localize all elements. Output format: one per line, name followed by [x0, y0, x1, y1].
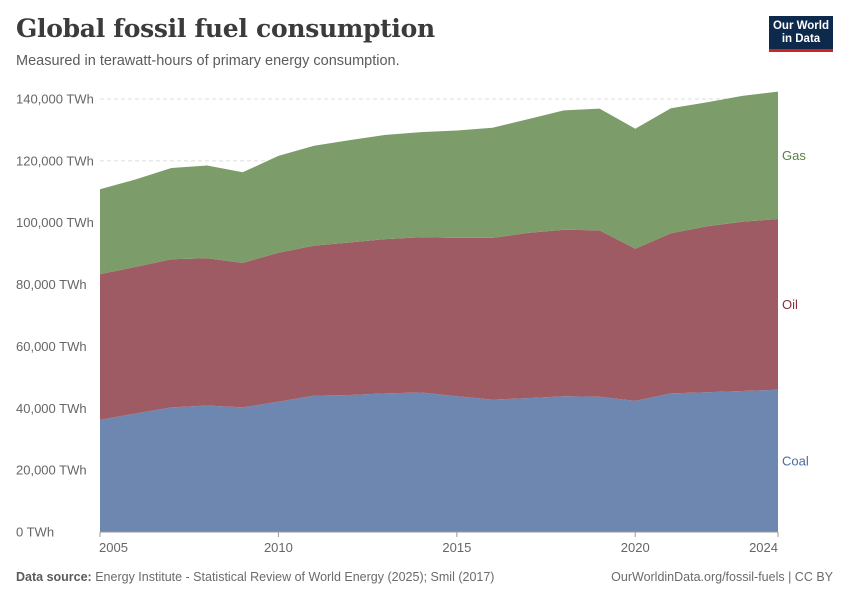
y-tick-label: 0 TWh	[16, 525, 54, 540]
data-source: Data source: Energy Institute - Statisti…	[16, 570, 494, 584]
y-tick-label: 60,000 TWh	[16, 339, 87, 354]
logo-line-2: in Data	[781, 33, 821, 45]
x-tick-label: 2010	[264, 540, 293, 555]
x-tick-label: 2005	[99, 540, 128, 555]
y-tick-label: 120,000 TWh	[16, 153, 94, 168]
y-tick-label: 80,000 TWh	[16, 277, 87, 292]
y-tick-label: 20,000 TWh	[16, 463, 87, 478]
series-label-coal: Coal	[782, 453, 809, 468]
area-oil[interactable]	[100, 219, 778, 420]
x-tick-label: 2020	[621, 540, 650, 555]
data-source-label: Data source:	[16, 570, 92, 584]
area-layer	[100, 91, 778, 532]
series-label-gas: Gas	[782, 148, 806, 163]
logo-line-1: Our World	[772, 20, 829, 32]
stacked-area-chart: 0 TWh 20,000 TWh 40,000 TWh 60,000 TWh 80,00…	[16, 91, 809, 556]
area-gas[interactable]	[100, 91, 778, 275]
y-tick-label: 140,000 TWh	[16, 92, 94, 107]
y-tick-label: 100,000 TWh	[16, 215, 94, 230]
series-label-oil: Oil	[782, 297, 798, 312]
axis-layer: 0 TWh 20,000 TWh 40,000 TWh 60,000 TWh 80,00…	[16, 92, 779, 555]
series-label-layer: Coal Oil Gas	[782, 148, 809, 469]
source-url-link[interactable]: OurWorldinData.org/fossil-fuels | CC BY	[611, 570, 833, 584]
x-tick-label: 2015	[442, 540, 471, 555]
area-coal[interactable]	[100, 389, 778, 532]
chart-subtitle: Measured in terawatt-hours of primary en…	[16, 53, 400, 69]
y-tick-label: 40,000 TWh	[16, 401, 87, 416]
data-source-text: Energy Institute - Statistical Review of…	[95, 570, 495, 584]
x-tick-label: 2024	[749, 540, 778, 555]
chart-title: Global fossil fuel consumption	[16, 14, 435, 43]
owid-logo[interactable]: Our World in Data	[769, 16, 833, 52]
